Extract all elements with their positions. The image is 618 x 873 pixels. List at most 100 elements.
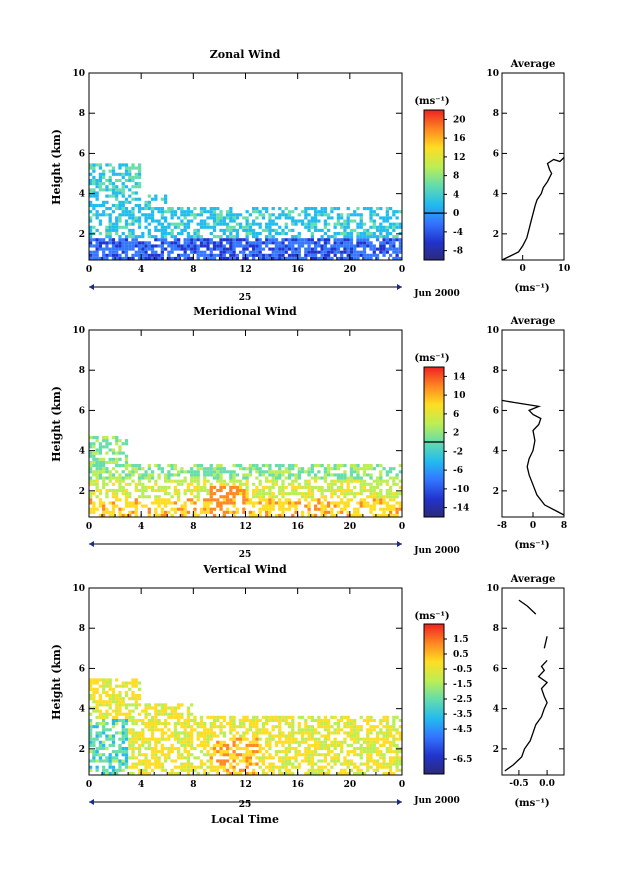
heatmap-cell (229, 473, 233, 477)
heatmap-cell (160, 768, 164, 772)
heatmap-cell (313, 750, 318, 754)
heatmap-cell (186, 759, 191, 763)
heatmap-cell (150, 235, 155, 239)
heatmap-cell (209, 256, 213, 260)
heatmap-cell (121, 188, 125, 192)
heatmap-cell (209, 241, 213, 245)
heatmap-cell (108, 737, 112, 741)
heatmap-cell (193, 722, 197, 726)
heatmap-cell (313, 771, 318, 775)
heatmap-cell (89, 256, 93, 260)
heatmap-cell (89, 454, 93, 458)
heatmap-cell (323, 495, 328, 499)
heatmap-cell (281, 762, 285, 766)
heatmap-cell (124, 207, 129, 211)
heatmap-cell (95, 678, 99, 682)
heatmap-cell (108, 448, 112, 452)
heatmap-cell (255, 467, 259, 471)
heatmap-cell (261, 731, 266, 735)
heatmap-cell (346, 762, 350, 766)
heatmap-cell (242, 725, 246, 729)
heatmap-cell (340, 718, 344, 723)
heatmap-cell (284, 753, 288, 757)
heatmap-cell (193, 231, 197, 236)
heatmap-cell (382, 740, 386, 744)
heatmap-cell (258, 750, 262, 754)
heatmap-cell (170, 207, 174, 211)
heatmap-cell (323, 256, 328, 260)
heatmap-cell (92, 191, 96, 195)
heatmap-cell (346, 501, 350, 505)
heatmap-cell (343, 715, 347, 719)
vertical-wind-heatmap (89, 678, 402, 775)
heatmap-cell (304, 750, 308, 754)
heatmap-cell (265, 740, 269, 744)
heatmap-cell (362, 485, 367, 489)
heatmap-cell (232, 504, 236, 508)
heatmap-cell (281, 507, 285, 511)
heatmap-cell (150, 470, 155, 474)
heatmap-cell (336, 501, 341, 505)
x-tick-label: 4 (138, 522, 144, 532)
heatmap-cell (366, 228, 370, 232)
heatmap-cell (98, 513, 103, 517)
heatmap-cell (235, 479, 239, 483)
heatmap-cell (356, 470, 360, 474)
heatmap-cell (353, 219, 357, 223)
heatmap-cell (199, 238, 204, 242)
heatmap-cell (108, 756, 112, 760)
heatmap-cell (229, 725, 233, 729)
heatmap-cell (98, 219, 103, 223)
heatmap-cell (333, 482, 337, 486)
heatmap-cell (235, 756, 239, 760)
heatmap-cell (297, 731, 301, 735)
heatmap-cell (134, 731, 138, 735)
heatmap-cell (98, 731, 103, 735)
heatmap-cell (177, 470, 181, 474)
heatmap-cell (343, 501, 347, 505)
heatmap-cell (327, 737, 331, 741)
heatmap-cell (307, 746, 311, 751)
heatmap-cell (154, 479, 158, 483)
heatmap-cell (349, 476, 354, 480)
heatmap-cell (366, 504, 370, 508)
heatmap-cell (216, 235, 220, 239)
heatmap-cell (320, 244, 324, 248)
heatmap-cell (238, 734, 243, 738)
heatmap-cell (108, 241, 112, 245)
heatmap-cell (92, 687, 96, 691)
heatmap-cell (199, 743, 204, 747)
heatmap-cell (124, 200, 129, 204)
heatmap-cell (382, 715, 386, 719)
heatmap-cell (111, 467, 116, 471)
heatmap-cell (219, 247, 223, 251)
heatmap-cell (349, 718, 354, 723)
heatmap-cell (346, 759, 350, 763)
heatmap-cell (128, 166, 132, 170)
heatmap-cell (111, 759, 116, 763)
heatmap-cell (193, 238, 197, 242)
heatmap-cell (219, 467, 223, 471)
heatmap-cell (291, 235, 295, 239)
heatmap-cell (258, 253, 262, 257)
heatmap-cell (118, 213, 122, 217)
heatmap-cell (177, 495, 181, 499)
heatmap-cell (222, 231, 226, 236)
heatmap-cell (95, 703, 99, 707)
heatmap-cell (160, 750, 164, 754)
heatmap-cell (353, 750, 357, 754)
heatmap-cell (349, 241, 354, 245)
heatmap-cell (222, 759, 226, 763)
heatmap-cell (131, 247, 135, 251)
heatmap-cell (327, 485, 331, 489)
heatmap-cell (170, 473, 174, 477)
heatmap-cell (372, 488, 376, 493)
heatmap-cell (167, 225, 171, 229)
heatmap-cell (297, 213, 301, 217)
heatmap-cell (336, 756, 341, 760)
heatmap-cell (209, 734, 213, 738)
heatmap-cell (118, 743, 122, 747)
heatmap-cell (265, 510, 269, 514)
heatmap-cell (366, 743, 370, 747)
